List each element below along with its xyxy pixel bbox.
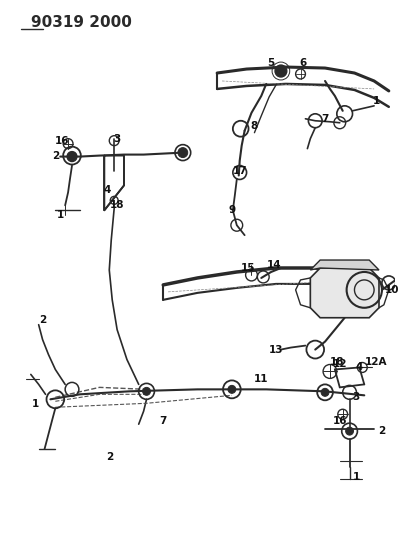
Circle shape (228, 385, 236, 393)
Circle shape (321, 389, 329, 397)
Circle shape (143, 387, 150, 395)
Text: 12: 12 (332, 359, 347, 369)
Text: 9: 9 (228, 205, 235, 215)
Text: 2: 2 (39, 314, 46, 325)
Polygon shape (310, 260, 379, 270)
Text: 4: 4 (103, 185, 111, 196)
Circle shape (275, 65, 287, 77)
Text: 7: 7 (160, 416, 167, 426)
Text: 13: 13 (269, 344, 283, 354)
Text: 3: 3 (113, 134, 121, 144)
Circle shape (346, 427, 354, 435)
Text: 7: 7 (321, 114, 329, 124)
Text: 3: 3 (353, 392, 360, 402)
Text: 90319 2000: 90319 2000 (31, 15, 132, 30)
Text: 2: 2 (105, 452, 113, 462)
Circle shape (178, 148, 188, 158)
Text: 8: 8 (251, 121, 258, 131)
Text: 10: 10 (385, 285, 399, 295)
Text: 4: 4 (356, 362, 363, 373)
Text: 16: 16 (55, 136, 69, 146)
Text: 14: 14 (267, 260, 282, 270)
Text: 1: 1 (373, 96, 380, 106)
Polygon shape (310, 268, 379, 318)
Text: 17: 17 (233, 166, 247, 175)
Circle shape (67, 151, 77, 161)
Text: 18: 18 (330, 357, 344, 367)
Text: 18: 18 (110, 200, 124, 211)
Text: 6: 6 (300, 58, 307, 68)
Text: 12A: 12A (365, 357, 387, 367)
Text: 15: 15 (241, 263, 256, 273)
Text: 2: 2 (378, 426, 385, 436)
Text: 11: 11 (254, 374, 269, 384)
Text: 1: 1 (57, 210, 64, 220)
Text: 5: 5 (267, 58, 275, 68)
Text: 1: 1 (32, 399, 39, 409)
Text: 1: 1 (353, 472, 360, 482)
Text: 16: 16 (332, 416, 347, 426)
Text: 2: 2 (52, 151, 59, 160)
